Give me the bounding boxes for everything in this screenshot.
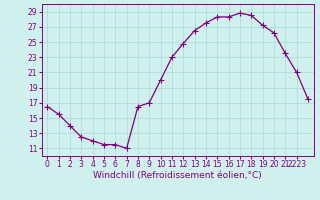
X-axis label: Windchill (Refroidissement éolien,°C): Windchill (Refroidissement éolien,°C) xyxy=(93,171,262,180)
